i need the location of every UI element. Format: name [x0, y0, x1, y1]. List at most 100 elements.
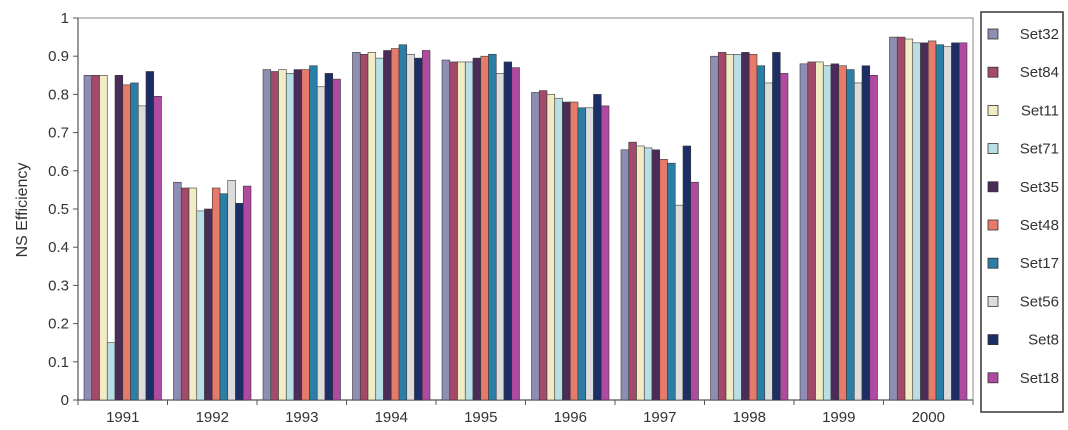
- bar: [114, 75, 124, 401]
- bar: [674, 204, 684, 401]
- y-tick-label: 0.2: [48, 316, 69, 333]
- bar: [935, 44, 945, 401]
- bar: [927, 40, 937, 401]
- legend-label: Set11: [1021, 102, 1059, 119]
- legend-label: Set17: [1020, 255, 1059, 272]
- bar: [106, 342, 116, 401]
- bar: [585, 107, 594, 401]
- bar: [690, 181, 699, 401]
- bar: [896, 36, 906, 401]
- x-tick-label: 1996: [554, 409, 587, 426]
- bar: [278, 69, 287, 401]
- bar: [488, 53, 497, 401]
- legend-swatch: [987, 143, 999, 155]
- x-tick-label: 1992: [196, 409, 229, 426]
- legend-swatch: [987, 105, 999, 116]
- bar: [375, 57, 384, 401]
- y-tick-label: 0.3: [48, 277, 69, 294]
- bar: [562, 101, 571, 401]
- bar: [332, 78, 341, 401]
- bar: [204, 208, 213, 401]
- bar: [593, 94, 602, 401]
- y-tick-label: 0: [61, 392, 69, 409]
- bar: [717, 52, 727, 401]
- bar: [943, 46, 952, 401]
- bar: [457, 61, 466, 401]
- bar: [799, 63, 809, 401]
- bar: [920, 42, 929, 401]
- bar: [227, 180, 236, 401]
- bar: [951, 42, 960, 401]
- y-tick-label: 0.9: [48, 48, 69, 65]
- bar: [262, 69, 272, 401]
- legend-swatch: [987, 257, 999, 269]
- bar: [270, 71, 279, 401]
- bar: [682, 145, 692, 401]
- bar: [83, 75, 93, 401]
- bar: [725, 53, 735, 401]
- bar: [838, 65, 847, 401]
- bar: [503, 61, 513, 401]
- bar: [733, 53, 742, 401]
- bar: [173, 181, 182, 401]
- bar: [861, 65, 871, 401]
- y-axis: 0 0.1 0.2 0.3 0.4 0.5 0.6 0.7 0.8 0.9 1: [48, 10, 79, 409]
- bar: [912, 42, 921, 401]
- bar: [324, 73, 334, 401]
- legend-swatch: [987, 219, 999, 231]
- bar: [211, 187, 221, 401]
- bar: [406, 53, 415, 401]
- x-tick-label: 1998: [733, 409, 766, 426]
- bar: [853, 82, 863, 401]
- bar: [480, 55, 489, 401]
- bar: [449, 61, 458, 401]
- bar: [309, 65, 318, 401]
- x-tick-label: 1994: [375, 409, 408, 426]
- bar: [285, 73, 295, 401]
- y-tick-label: 0.6: [48, 163, 69, 180]
- legend-box: [980, 11, 1064, 413]
- legend-swatch: [987, 295, 999, 307]
- legend-label: Set32: [1020, 26, 1059, 43]
- bar: [748, 53, 758, 401]
- bar: [546, 94, 556, 401]
- bar: [577, 107, 587, 401]
- bar: [293, 69, 303, 401]
- x-tick-label: 1993: [285, 409, 318, 426]
- bar: [741, 52, 750, 401]
- bar: [235, 202, 244, 401]
- bar: [538, 90, 548, 401]
- bar: [807, 61, 816, 401]
- bars: [83, 36, 968, 401]
- bar: [472, 57, 482, 401]
- bar: [628, 141, 637, 401]
- bar: [367, 52, 377, 401]
- x-tick-label: 1999: [822, 409, 855, 426]
- legend-swatch: [987, 334, 999, 346]
- bar: [710, 55, 719, 401]
- y-tick-label: 0.4: [48, 239, 69, 256]
- legend-label: Set48: [1020, 217, 1059, 234]
- bar: [904, 38, 914, 401]
- bar: [772, 52, 781, 401]
- bar: [822, 65, 832, 401]
- bar: [659, 159, 668, 401]
- x-tick-label: 1997: [643, 409, 676, 426]
- bar: [643, 147, 653, 401]
- x-tick-label: 1991: [106, 409, 139, 426]
- bar: [242, 185, 252, 401]
- bar: [196, 210, 205, 401]
- bar: [153, 96, 162, 401]
- bar: [398, 44, 408, 401]
- bar: [390, 48, 400, 401]
- legend-label: Set35: [1020, 179, 1059, 196]
- legend-swatch: [987, 28, 999, 40]
- legend-label: Set71: [1020, 141, 1059, 158]
- bar: [316, 86, 326, 401]
- y-tick-label: 0.5: [48, 201, 69, 218]
- bar: [600, 105, 610, 401]
- legend-label: Set18: [1020, 370, 1059, 387]
- legend-swatch: [987, 181, 999, 193]
- bar: [958, 42, 968, 401]
- legend-swatch: [987, 372, 999, 384]
